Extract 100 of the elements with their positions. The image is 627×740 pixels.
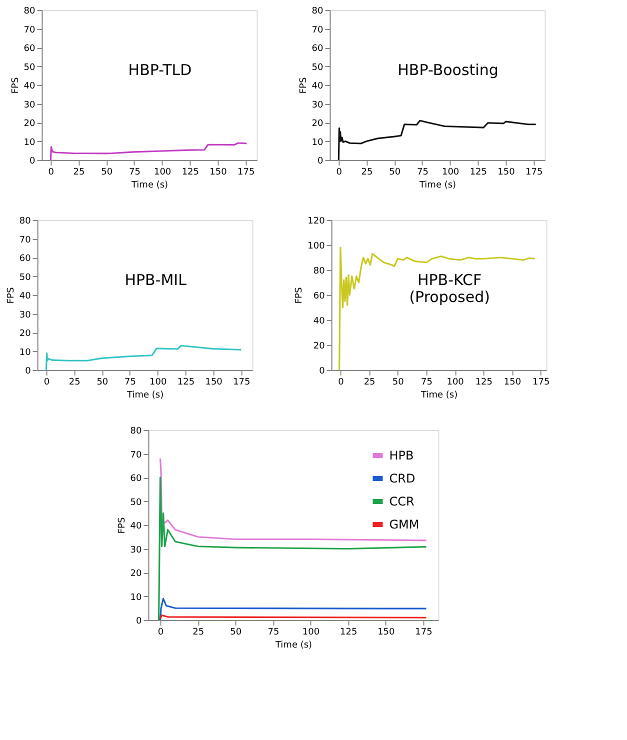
x-tick-label: 175 xyxy=(233,378,250,388)
x-tick-label: 25 xyxy=(192,628,204,638)
x-tick-label: 125 xyxy=(177,378,195,388)
x-tick-label: 0 xyxy=(158,628,164,638)
y-axis-title: FPS xyxy=(10,77,21,94)
x-tick-label: 125 xyxy=(475,378,493,388)
y-tick-label: 70 xyxy=(312,25,324,36)
legend-label: CCR xyxy=(389,494,414,508)
x-tick-label: 50 xyxy=(96,378,108,388)
x-tick-label: 100 xyxy=(446,378,464,388)
y-tick-label: 50 xyxy=(312,62,324,73)
y-tick-label: 20 xyxy=(312,119,324,129)
y-tick-label: 60 xyxy=(130,474,142,484)
x-tick-label: 0 xyxy=(338,378,344,388)
x-tick-label: 25 xyxy=(364,378,376,388)
y-tick-label: 10 xyxy=(312,138,324,148)
y-tick-label: 70 xyxy=(24,25,36,36)
y-tick-label: 70 xyxy=(130,450,142,460)
x-axis-title: Time (s) xyxy=(420,390,458,400)
x-tick-label: 150 xyxy=(210,168,228,178)
x-tick-label: 75 xyxy=(268,628,280,638)
y-tick-label: 20 xyxy=(130,569,142,579)
x-tick-label: 75 xyxy=(416,168,428,178)
x-tick-label: 150 xyxy=(378,628,396,638)
legend-label: HPB xyxy=(389,448,414,462)
annotation: HBP-Boosting xyxy=(398,61,498,79)
x-tick-label: 75 xyxy=(124,378,136,388)
y-tick-label: 40 xyxy=(312,82,324,92)
x-tick-label: 125 xyxy=(340,628,358,638)
x-tick-label: 150 xyxy=(504,378,522,388)
y-tick-label: 60 xyxy=(19,254,32,264)
y-tick-label: 0 xyxy=(30,156,36,166)
y-tick-label: 120 xyxy=(308,216,326,226)
x-axis-title: Time (s) xyxy=(274,640,312,650)
y-tick-label: 50 xyxy=(19,272,32,283)
x-tick-label: 25 xyxy=(73,168,85,178)
x-tick-label: 50 xyxy=(392,378,404,388)
x-tick-label: 25 xyxy=(361,168,373,178)
line-series xyxy=(159,458,428,542)
x-tick-label: 25 xyxy=(68,378,80,388)
x-tick-label: 100 xyxy=(150,378,167,388)
y-tick-label: 80 xyxy=(312,6,324,16)
y-tick-label: 20 xyxy=(19,329,32,339)
x-tick-label: 50 xyxy=(389,168,401,178)
legend-label: CRD xyxy=(389,472,416,486)
y-tick-label: 0 xyxy=(318,156,324,166)
line-series xyxy=(45,344,242,370)
y-tick-label: 80 xyxy=(24,6,36,16)
x-tick-label: 175 xyxy=(415,628,432,638)
annotation: HBP-TLD xyxy=(128,61,192,79)
y-tick-label: 50 xyxy=(130,498,142,508)
x-tick-label: 150 xyxy=(498,168,516,178)
line-series xyxy=(338,246,536,370)
x-axis-title: Time (s) xyxy=(418,180,456,190)
x-tick-label: 50 xyxy=(230,628,242,638)
y-axis-title: FPS xyxy=(117,517,128,534)
y-tick-label: 0 xyxy=(136,616,142,626)
x-tick-label: 0 xyxy=(336,168,342,178)
x-tick-label: 175 xyxy=(526,168,543,178)
x-axis-title: Time (s) xyxy=(126,390,164,400)
x-tick-label: 125 xyxy=(182,168,200,178)
y-tick-label: 60 xyxy=(313,292,326,302)
x-tick-label: 50 xyxy=(101,168,113,178)
legend-label: GMM xyxy=(389,518,420,532)
x-tick-label: 100 xyxy=(154,168,172,178)
y-tick-label: 60 xyxy=(312,44,324,54)
y-tick-label: 30 xyxy=(312,100,324,110)
y-tick-label: 20 xyxy=(24,119,36,129)
annotation: HPB-MIL xyxy=(124,271,188,289)
y-tick-label: 30 xyxy=(19,310,32,320)
y-tick-label: 10 xyxy=(130,592,142,603)
y-tick-label: 10 xyxy=(19,348,32,358)
x-tick-label: 0 xyxy=(44,378,50,388)
y-axis-title: FPS xyxy=(6,287,16,304)
y-tick-label: 80 xyxy=(313,266,326,276)
annotation: HPB-KCF (Proposed) xyxy=(409,271,490,306)
y-tick-label: 30 xyxy=(24,100,36,110)
line-series xyxy=(159,598,428,620)
y-tick-label: 50 xyxy=(24,62,36,73)
y-tick-label: 40 xyxy=(19,292,32,302)
y-tick-label: 10 xyxy=(24,138,36,148)
y-tick-label: 40 xyxy=(24,82,36,92)
x-tick-label: 0 xyxy=(48,168,54,178)
x-tick-label: 125 xyxy=(470,168,488,178)
x-tick-label: 175 xyxy=(238,168,255,178)
y-tick-label: 40 xyxy=(130,522,142,532)
x-tick-label: 150 xyxy=(205,378,223,388)
x-tick-label: 75 xyxy=(421,378,432,388)
y-tick-label: 80 xyxy=(130,426,142,436)
y-tick-label: 0 xyxy=(319,366,326,376)
y-tick-label: 30 xyxy=(130,545,142,556)
y-tick-label: 20 xyxy=(313,342,326,352)
y-tick-label: 0 xyxy=(25,366,32,376)
x-tick-label: 100 xyxy=(442,168,460,178)
y-tick-label: 80 xyxy=(19,216,32,226)
y-tick-label: 100 xyxy=(308,242,326,252)
line-series xyxy=(50,142,248,160)
y-tick-label: 40 xyxy=(313,316,326,326)
x-axis-title: Time (s) xyxy=(130,180,168,190)
y-tick-label: 60 xyxy=(24,44,36,54)
